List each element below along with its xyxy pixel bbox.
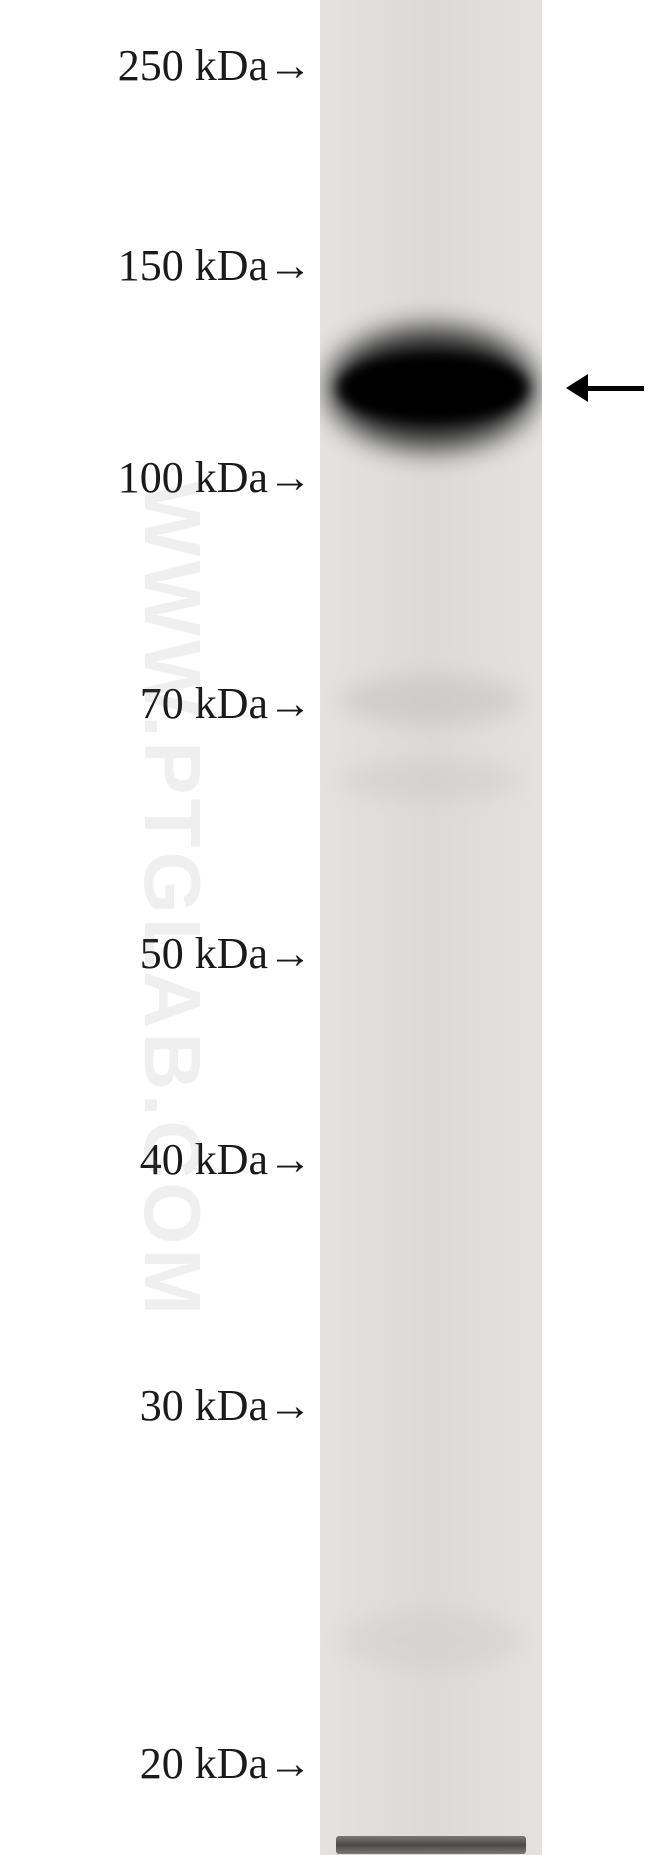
mw-marker-label: 250 kDa <box>118 40 268 91</box>
arrow-right-icon: → <box>268 244 312 288</box>
mw-marker: 30 kDa→ <box>140 1380 312 1431</box>
arrow-right-icon: → <box>268 1742 312 1786</box>
detected-band-arrow <box>566 374 644 402</box>
faint-band <box>340 760 522 800</box>
arrow-right-icon: → <box>268 1384 312 1428</box>
arrow-right-icon: → <box>268 932 312 976</box>
mw-marker: 250 kDa→ <box>118 40 312 91</box>
western-blot-figure: 250 kDa→150 kDa→100 kDa→70 kDa→50 kDa→40… <box>0 0 650 1855</box>
arrow-right-icon: → <box>268 44 312 88</box>
arrow-shaft <box>588 386 644 391</box>
lane-background <box>320 0 542 1855</box>
mw-marker-label: 20 kDa <box>140 1738 268 1789</box>
primary-band <box>338 353 528 423</box>
arrow-right-icon: → <box>268 1138 312 1182</box>
watermark-text: WWW.PTGLAB.COM <box>126 481 218 1319</box>
mw-marker-label: 150 kDa <box>118 240 268 291</box>
arrow-right-icon: → <box>268 456 312 500</box>
mw-marker: 20 kDa→ <box>140 1738 312 1789</box>
blot-lane <box>320 0 542 1855</box>
arrow-head-icon <box>566 374 588 402</box>
gel-bottom-edge <box>336 1836 526 1854</box>
faint-band <box>340 675 522 725</box>
mw-marker: 150 kDa→ <box>118 240 312 291</box>
arrow-right-icon: → <box>268 682 312 726</box>
faint-band <box>340 1610 522 1670</box>
mw-marker-label: 30 kDa <box>140 1380 268 1431</box>
